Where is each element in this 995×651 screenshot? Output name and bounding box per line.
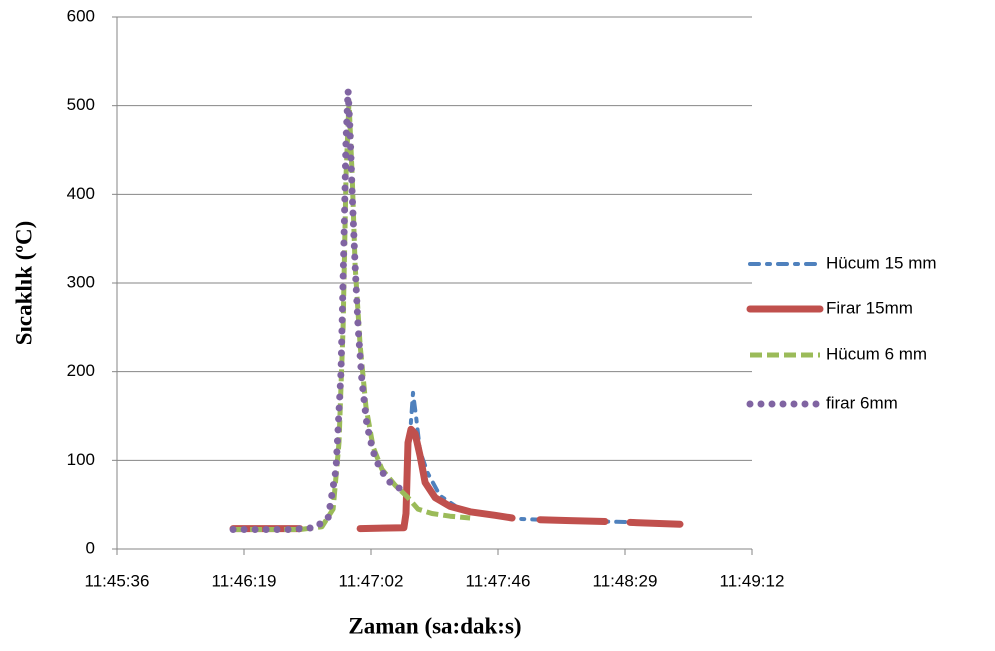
y-tick-label: 200 [67,361,95,380]
legend-label: firar 6mm [826,393,898,412]
y-tick-label: 400 [67,184,95,203]
x-tick-label: 11:47:02 [339,571,404,590]
x-tick-label: 11:48:29 [593,571,658,590]
legend-label: Hücum 6 mm [826,344,927,363]
x-axis-title: Zaman (sa:dak:s) [348,613,521,638]
x-tick-label: 11:49:12 [720,571,785,590]
y-axis-title: Sıcaklık (ºC) [11,221,36,346]
series-line [233,98,471,532]
y-tick-label: 600 [67,6,95,25]
legend-label: Firar 15mm [826,298,913,317]
series-line [229,425,684,533]
legend-label: Hücum 15 mm [826,253,937,272]
x-tick-label: 11:47:46 [466,571,531,590]
series-line [229,87,412,533]
x-tick-label: 11:45:36 [85,571,150,590]
x-tick-label: 11:46:19 [212,571,277,590]
y-tick-label: 500 [67,95,95,114]
y-tick-label: 300 [67,272,95,291]
y-tick-label: 100 [67,450,95,469]
y-tick-label: 0 [86,538,95,557]
